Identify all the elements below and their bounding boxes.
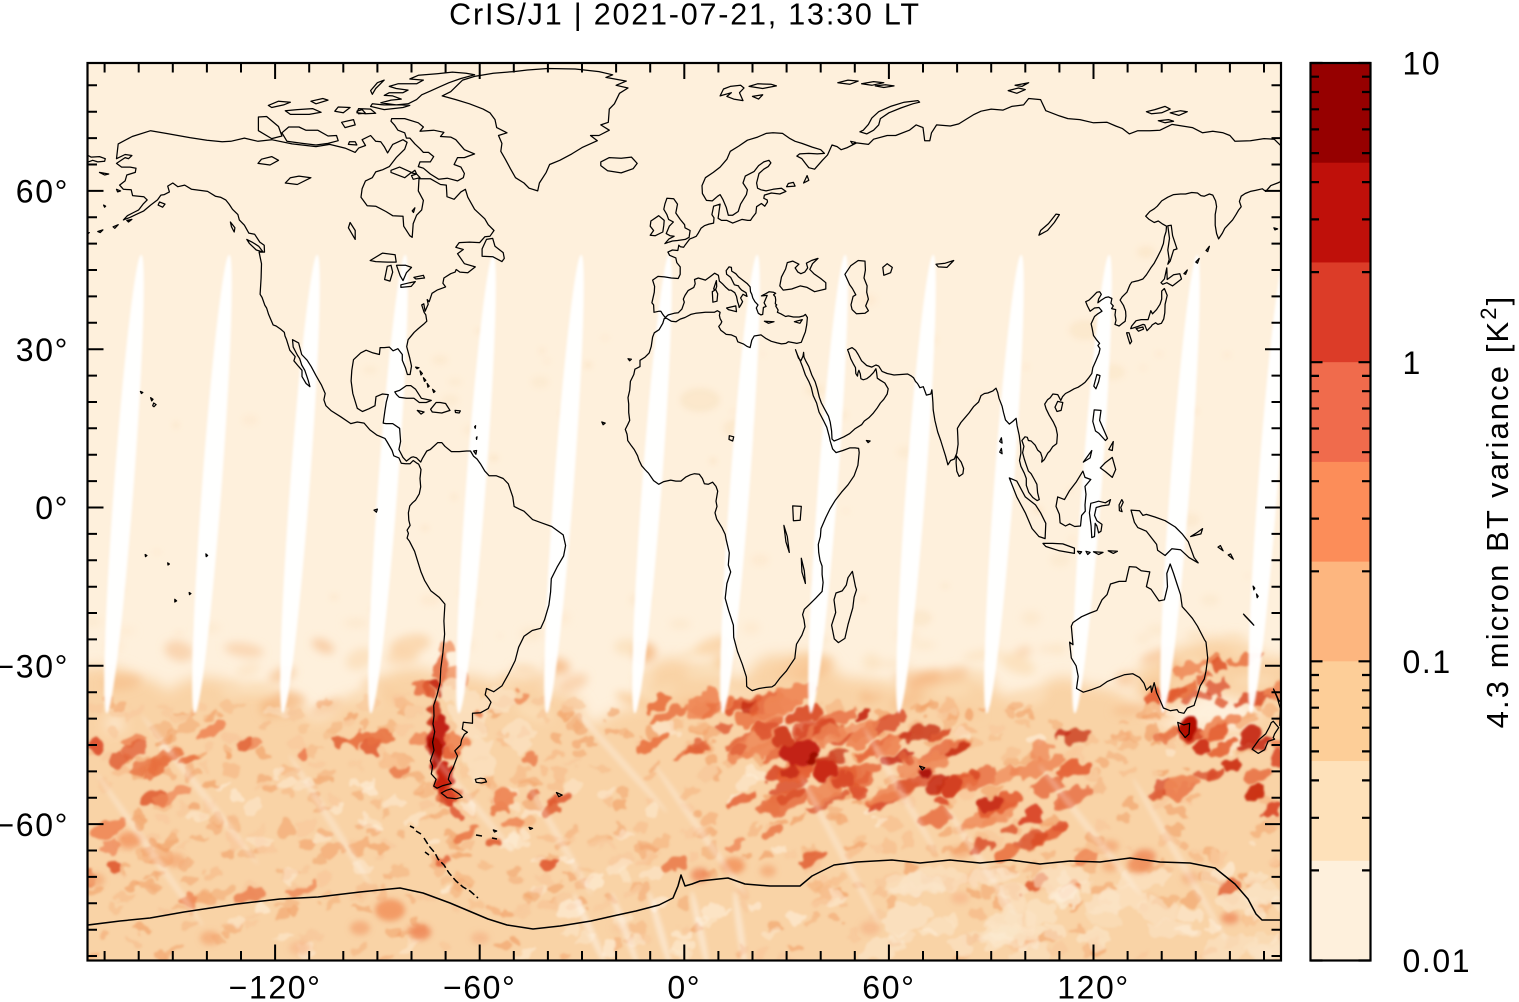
svg-text:0.1: 0.1 [1403, 644, 1452, 680]
svg-text:0°: 0° [35, 490, 69, 526]
svg-text:−30°: −30° [0, 649, 69, 685]
svg-text:30°: 30° [16, 332, 69, 368]
svg-text:−120°: −120° [229, 970, 322, 1002]
svg-text:0°: 0° [667, 970, 701, 1002]
svg-text:10: 10 [1403, 46, 1442, 82]
svg-text:1: 1 [1403, 345, 1422, 381]
svg-text:−60°: −60° [443, 970, 516, 1002]
svg-text:−60°: −60° [0, 807, 69, 843]
svg-text:4.3 micron BT variance [K2]: 4.3 micron BT variance [K2] [1476, 295, 1515, 729]
svg-text:60°: 60° [16, 174, 69, 210]
svg-text:0.01: 0.01 [1403, 943, 1472, 979]
svg-text:CrIS/J1 | 2021-07-21, 13:30 LT: CrIS/J1 | 2021-07-21, 13:30 LT [449, 0, 921, 32]
svg-text:60°: 60° [862, 970, 915, 1002]
svg-text:120°: 120° [1057, 970, 1130, 1002]
